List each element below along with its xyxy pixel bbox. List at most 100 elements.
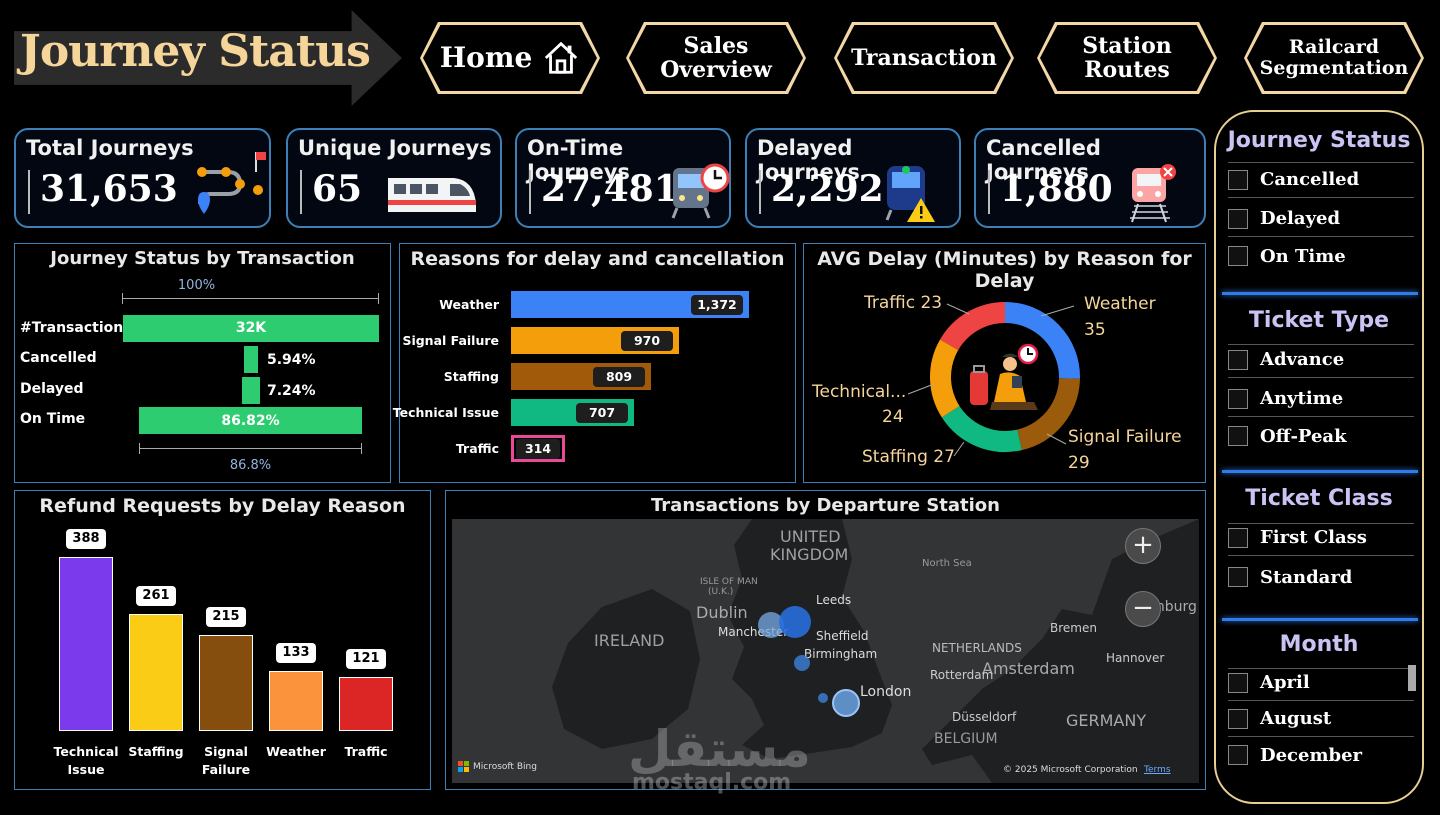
station-bubble[interactable]	[794, 655, 810, 671]
slicer-option-april[interactable]: April	[1228, 665, 1414, 701]
kpi-label: Delayed Journeys	[757, 136, 860, 184]
month-scrollbar[interactable]	[1408, 665, 1416, 691]
map-label-isle-of-man: (U.K.)	[708, 587, 734, 597]
bar-data-label: 215	[206, 607, 246, 627]
bar-refund-staffing[interactable]	[129, 614, 183, 731]
slicer-option-august[interactable]: August	[1228, 701, 1414, 737]
refund-requests-chart: Refund Requests by Delay Reason 388 Techn…	[14, 490, 431, 790]
funnel-top-label: 100%	[177, 278, 216, 293]
checkbox[interactable]	[1228, 745, 1248, 765]
bar-category-label: Weather	[439, 297, 499, 312]
checkbox[interactable]	[1228, 169, 1248, 190]
kpi-value: 1,880	[1000, 168, 1113, 210]
slicer-option-anytime[interactable]: Anytime	[1228, 381, 1414, 417]
donut-label-weather: Weather	[1084, 294, 1156, 314]
map-label-north-sea: North Sea	[922, 558, 972, 569]
donut-slice-technical-issue[interactable]	[930, 339, 965, 418]
avg-delay-donut-chart: AVG Delay (Minutes) by Reason for Delay …	[803, 243, 1206, 483]
checkbox[interactable]	[1228, 567, 1248, 587]
bar-refund-signal[interactable]	[199, 635, 253, 731]
slicer-option-standard[interactable]: Standard	[1228, 559, 1414, 595]
station-bubble[interactable]	[832, 689, 860, 717]
bar-refund-technical[interactable]	[59, 557, 113, 731]
slicer-option-delayed[interactable]: Delayed	[1228, 201, 1414, 237]
bar-category-label: Weather	[266, 744, 326, 759]
funnel-bar-cancelled[interactable]	[244, 346, 258, 373]
donut-label-traffic: Traffic 23	[864, 293, 943, 313]
train-clock-icon	[671, 163, 730, 219]
map-label-ireland: IRELAND	[594, 631, 665, 650]
donut-value-weather: 35	[1084, 320, 1106, 340]
bar-category-label: Signal Failure	[402, 333, 499, 348]
nav-transaction-button[interactable]: Transaction	[834, 22, 1014, 94]
checkbox[interactable]	[1228, 426, 1248, 446]
slicer-option-first-class[interactable]: First Class	[1228, 520, 1414, 556]
bar-refund-traffic[interactable]	[339, 677, 393, 731]
checkbox[interactable]	[1228, 388, 1248, 409]
funnel-bar-transaction[interactable]	[123, 315, 379, 342]
nav-sales-overview-button[interactable]: Sales Overview	[626, 22, 806, 94]
bar-refund-weather[interactable]	[269, 671, 323, 731]
map-terms-link[interactable]: Terms	[1144, 765, 1171, 775]
donut-slice-staffing[interactable]	[941, 402, 1022, 452]
route-icon	[197, 152, 266, 214]
watermark-arabic: مستقل	[628, 720, 811, 778]
bar-category-label: Staffing	[443, 369, 499, 384]
nav-railcard-segmentation-label: Railcard Segmentation	[1259, 36, 1409, 79]
slicer-option-december[interactable]: December	[1228, 737, 1414, 773]
checkbox[interactable]	[1228, 708, 1248, 729]
checkbox[interactable]	[1228, 349, 1248, 370]
zoom-in-button[interactable]: +	[1125, 528, 1161, 564]
map-label-rotterdam: Rotterdam	[930, 668, 994, 682]
nav-station-routes-button[interactable]: Station Routes	[1037, 22, 1217, 94]
funnel-row-label: Cancelled	[20, 350, 97, 366]
checkbox[interactable]	[1228, 527, 1248, 548]
map-copyright: © 2025 Microsoft Corporation	[1003, 765, 1138, 775]
kpi-label: On-Time Journeys	[527, 136, 630, 184]
bar-category-label: Technical Issue	[392, 405, 499, 420]
microsoft-logo-icon	[458, 761, 469, 772]
funnel-bottom-label: 86.8%	[229, 458, 272, 473]
nav-home-button[interactable]: Home	[420, 22, 600, 94]
bar-category-label: Technical	[53, 744, 119, 759]
map-label-dusseldorf: Düsseldorf	[952, 710, 1017, 724]
map-label-uk: UNITED	[780, 527, 841, 546]
donut-slice-traffic[interactable]	[940, 302, 1006, 354]
donut-slice-signal-failure[interactable]	[1015, 377, 1080, 451]
bar-data-label: 314	[516, 439, 560, 459]
station-bubble[interactable]	[779, 606, 811, 638]
slicer-title-ticket-type: Ticket Type	[1248, 308, 1390, 333]
bar-category-label: Signal	[204, 744, 248, 759]
funnel-bar-on-time[interactable]	[139, 407, 362, 434]
donut-label-signal-failure: Signal Failure	[1068, 427, 1182, 447]
map-label-germany: GERMANY	[1066, 711, 1147, 730]
train-icon	[388, 178, 476, 212]
kpi-value: 31,653	[40, 168, 178, 210]
zoom-out-button[interactable]: −	[1125, 591, 1161, 627]
funnel-bar-value: 5.94%	[267, 352, 316, 368]
checkbox[interactable]	[1228, 246, 1248, 266]
map-label-belgium: BELGIUM	[934, 731, 998, 747]
bar-data-label: 707	[576, 403, 628, 423]
slicer-option-advance[interactable]: Advance	[1228, 342, 1414, 378]
nav-home-label: Home	[439, 40, 533, 74]
funnel-bar-delayed[interactable]	[242, 377, 260, 404]
donut-value-signal-failure: 29	[1068, 453, 1090, 473]
map-label-hannover: Hannover	[1106, 651, 1165, 665]
kpi-on-time-journeys: On-Time Journeys 27,481	[515, 128, 731, 228]
slicer-option-cancelled[interactable]: Cancelled	[1228, 162, 1414, 198]
bar-data-label: 133	[276, 643, 316, 663]
map-label-bremen: Bremen	[1050, 621, 1097, 635]
kpi-value: 65	[312, 168, 363, 210]
station-bubble[interactable]	[818, 693, 828, 703]
slicer-option-on-time[interactable]: On Time	[1228, 238, 1414, 274]
chart-title: Reasons for delay and cancellation	[410, 248, 785, 270]
nav-railcard-segmentation-button[interactable]: Railcard Segmentation	[1244, 22, 1424, 94]
donut-slice-weather[interactable]	[1004, 302, 1080, 379]
checkbox[interactable]	[1228, 672, 1248, 693]
checkbox[interactable]	[1228, 208, 1248, 229]
chart-title: Journey Status by Transaction	[50, 248, 355, 269]
slicer-option-off-peak[interactable]: Off-Peak	[1228, 418, 1414, 454]
kpi-label: Cancelled Journeys	[986, 136, 1101, 184]
slicer-title-journey-status: Journey Status	[1227, 128, 1411, 153]
